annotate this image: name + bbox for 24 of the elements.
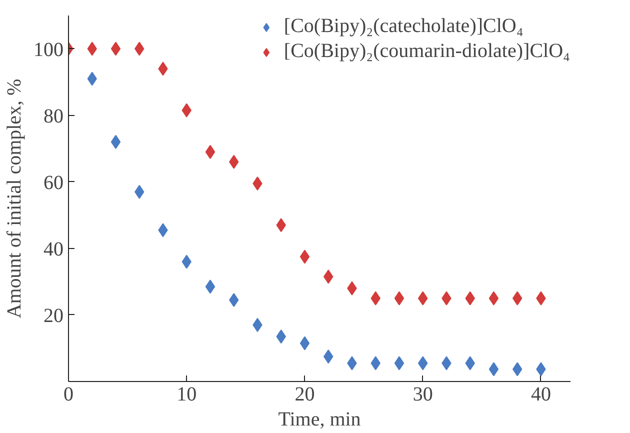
point xyxy=(300,336,310,350)
point xyxy=(488,362,499,376)
x-axis-title: Time, min xyxy=(278,408,361,430)
point xyxy=(110,42,121,56)
point xyxy=(205,144,216,159)
point xyxy=(110,134,121,149)
legend-label: [Co(Bipy)₂(coumarin-diolate)]ClO₄ xyxy=(284,40,570,63)
x-tick-label: 30 xyxy=(412,384,433,406)
y-tick-label: 60 xyxy=(44,172,64,194)
y-axis-title: Amount of initial complex, % xyxy=(4,78,26,318)
point xyxy=(205,280,216,294)
x-tick-label: 20 xyxy=(294,384,315,406)
x-tick-label: 10 xyxy=(176,384,197,406)
point xyxy=(300,250,310,264)
point xyxy=(394,291,404,306)
y-tick-label: 80 xyxy=(44,105,64,128)
point xyxy=(488,291,499,306)
y-tick-label: 100 xyxy=(34,38,64,61)
y-tick-label: 20 xyxy=(44,304,64,327)
x-tick-label: 40 xyxy=(530,384,551,406)
point xyxy=(394,356,404,370)
y-tick-label: 40 xyxy=(44,238,64,260)
x-tick-label: 0 xyxy=(64,384,74,406)
legend-label: [Co(Bipy)₂(catecholate)]ClO₄ xyxy=(284,15,524,38)
